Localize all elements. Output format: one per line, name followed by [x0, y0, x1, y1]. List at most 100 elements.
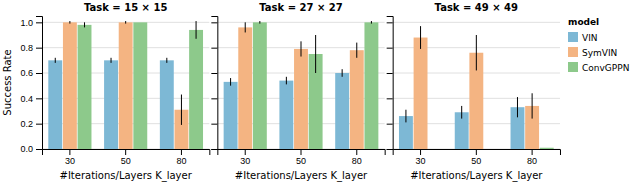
grid	[217, 22, 384, 149]
series	[253, 21, 378, 149]
tick-label: 80	[352, 156, 362, 166]
tick-mark	[211, 98, 217, 99]
tick-mark	[387, 98, 393, 99]
title: Task = 49 × 49	[435, 2, 518, 13]
tick: 1.0	[20, 18, 42, 28]
series	[414, 26, 539, 149]
error-bar	[196, 21, 197, 39]
tick-mark	[356, 149, 357, 155]
tick-label: 80	[527, 156, 537, 166]
tick-mark	[387, 149, 393, 150]
error-bar	[532, 93, 533, 118]
legend-label: ConvGPPN	[582, 63, 629, 73]
panel: 0.00.20.40.60.81.0305080Task = 15 × 15#I…	[2, 2, 210, 182]
tick-mark	[420, 149, 421, 155]
tick-mark	[211, 48, 217, 49]
tick: 50	[121, 149, 131, 166]
tick	[211, 73, 217, 74]
legend-swatch	[568, 47, 578, 57]
tick-label: 30	[240, 156, 250, 166]
error-bar	[181, 95, 182, 125]
tick-mark	[476, 149, 477, 155]
tick: 0.0	[20, 144, 42, 154]
y-axis	[387, 17, 394, 150]
tick-mark	[36, 149, 42, 150]
legend: modelVINSymVINConvGPPN	[568, 17, 629, 73]
bar	[63, 22, 77, 149]
error-bar	[371, 21, 372, 24]
tick-label: 0.4	[20, 94, 33, 104]
tick-label: 50	[121, 156, 131, 166]
x-axis: 30 50 80	[218, 149, 385, 166]
grid-line	[217, 22, 384, 23]
legend-swatch	[568, 62, 578, 72]
error-bar	[517, 97, 518, 117]
bar	[160, 60, 174, 149]
tick-mark	[211, 22, 217, 23]
tick: 50	[471, 149, 481, 166]
tick-mark	[387, 22, 393, 23]
tick-mark	[36, 98, 42, 99]
x-axis-title: #Iterations/Layers K_layer	[235, 170, 368, 182]
bar	[104, 60, 118, 149]
tick: 80	[176, 149, 186, 166]
x-axis-title: #Iterations/Layers K_layer	[60, 170, 193, 182]
tick-label: 30	[65, 156, 75, 166]
tick-label: 80	[176, 156, 186, 166]
error-bar	[420, 26, 421, 49]
legend-label: SymVIN	[582, 48, 617, 58]
bar	[189, 30, 203, 149]
bar	[414, 38, 428, 149]
tick-mark	[301, 149, 302, 155]
tick: 0.2	[20, 119, 42, 129]
marks	[399, 26, 554, 149]
axis-line	[218, 150, 385, 156]
tick	[211, 124, 217, 125]
bar	[119, 22, 133, 149]
marks	[224, 21, 379, 149]
tick: 30	[416, 149, 426, 166]
error-bar	[230, 78, 231, 86]
tick: 80	[352, 149, 362, 166]
error-bar	[259, 21, 260, 24]
tick: 80	[527, 149, 537, 166]
tick-mark	[69, 149, 70, 155]
error-bar	[301, 41, 302, 56]
panel: 305080Task = 49 × 49#Iterations/Layers K…	[387, 2, 630, 182]
error-bar	[356, 43, 357, 58]
bar	[364, 22, 378, 149]
bar	[48, 60, 62, 149]
tick-mark	[36, 124, 42, 125]
error-bar	[405, 110, 406, 123]
error-bar	[286, 77, 287, 85]
error-bar	[125, 21, 126, 24]
series	[435, 148, 554, 149]
bar	[238, 27, 252, 149]
tick	[387, 98, 393, 99]
bar	[78, 25, 92, 149]
tick-label: 0.0	[20, 144, 33, 154]
title: Task = 15 × 15	[84, 2, 167, 13]
tick: 50	[296, 149, 306, 166]
x-axis: 30 50 80	[393, 149, 560, 166]
bar	[294, 49, 308, 149]
grid-line	[393, 22, 560, 23]
tick-mark	[245, 149, 246, 155]
tick-label: 0.8	[20, 43, 33, 53]
marks	[48, 21, 203, 149]
bar	[484, 149, 498, 150]
bar	[428, 149, 442, 150]
tick	[387, 124, 393, 125]
bar	[253, 22, 267, 149]
error-bar	[69, 21, 70, 24]
tick-mark	[387, 124, 393, 125]
tick	[211, 48, 217, 49]
bar	[133, 22, 147, 149]
tick: 0.4	[20, 94, 42, 104]
legend-swatch	[568, 32, 578, 42]
series	[238, 22, 363, 149]
axis-line	[36, 17, 43, 150]
tick: 30	[240, 149, 250, 166]
x-axis: 30 50 80	[43, 149, 210, 166]
tick-label: 50	[296, 156, 306, 166]
